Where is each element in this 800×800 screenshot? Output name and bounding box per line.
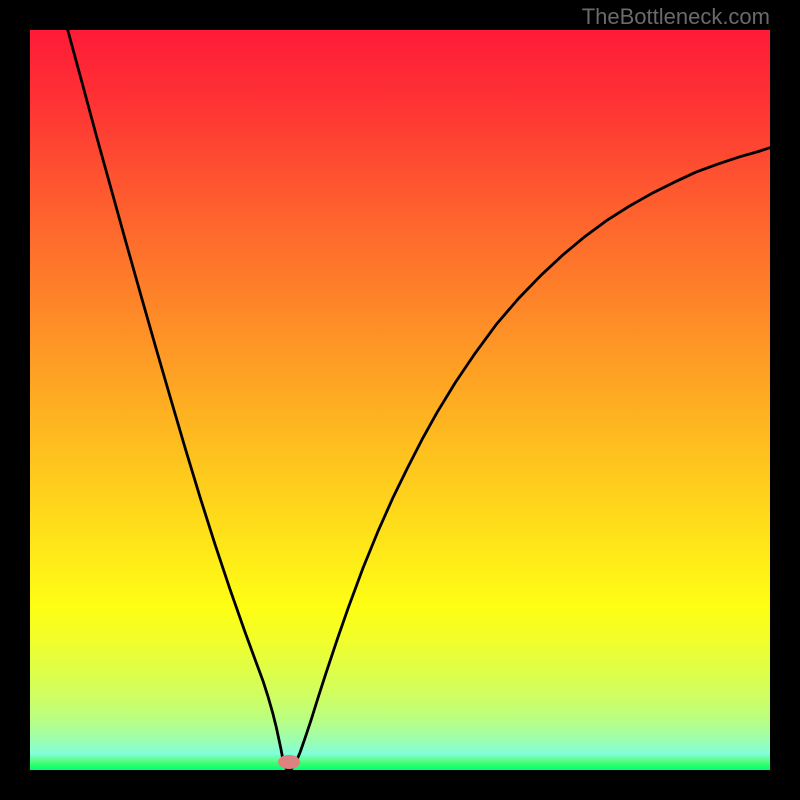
optimum-marker xyxy=(278,755,300,769)
bottleneck-curve xyxy=(30,30,770,770)
watermark-text: TheBottleneck.com xyxy=(582,4,770,30)
plot-area xyxy=(30,30,770,770)
